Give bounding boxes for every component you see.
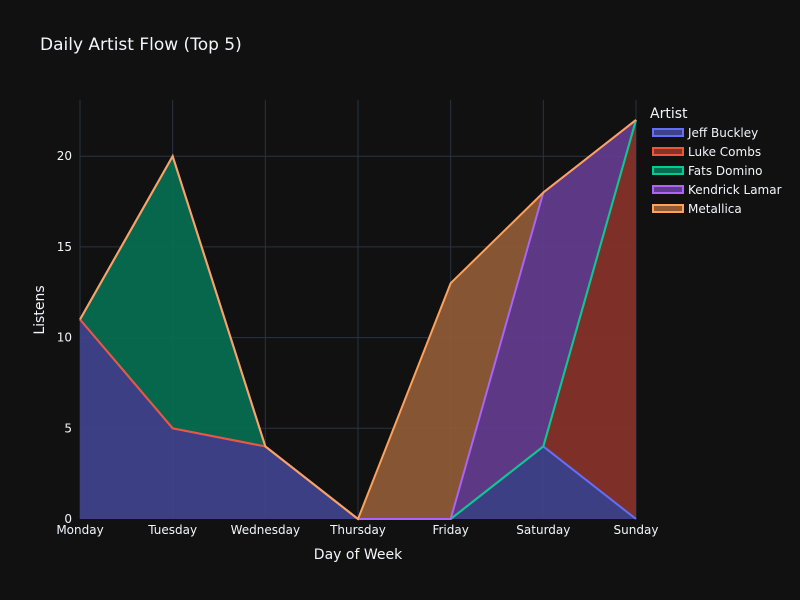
legend-item-jeff-buckley[interactable]: Jeff Buckley (652, 126, 758, 140)
area-kendrick-lamar (80, 119, 636, 519)
y-tick-label: 0 (64, 512, 72, 526)
legend-label: Luke Combs (688, 145, 761, 159)
x-axis-title: Day of Week (314, 547, 403, 563)
legend-item-luke-combs[interactable]: Luke Combs (652, 145, 761, 159)
legend-swatch (652, 185, 684, 194)
areas (80, 119, 636, 519)
legend-item-metallica[interactable]: Metallica (652, 202, 742, 216)
area-jeff-buckley (80, 319, 636, 519)
x-axis-ticks: Monday Tuesday Wednesday Thursday Friday Satu… (56, 523, 658, 537)
x-tick-label: Monday (56, 523, 103, 537)
legend-swatch (652, 166, 684, 175)
area-fats-domino (80, 119, 636, 519)
legend-label: Metallica (688, 202, 742, 216)
y-tick-label: 20 (57, 149, 72, 163)
legend: Artist Jeff Buckley Luke Combs Fats Domino… (650, 106, 782, 216)
legend-swatch (652, 128, 684, 137)
x-tick-label: Friday (432, 523, 468, 537)
legend-swatch (652, 204, 684, 213)
legend-label: Fats Domino (688, 164, 762, 178)
y-axis-ticks: 0 5 10 15 20 (57, 149, 72, 526)
legend-item-kendrick-lamar[interactable]: Kendrick Lamar (652, 183, 782, 197)
x-tick-label: Wednesday (231, 523, 300, 537)
y-tick-label: 5 (64, 421, 72, 435)
legend-label: Jeff Buckley (687, 126, 758, 140)
x-tick-label: Saturday (516, 523, 570, 537)
y-tick-label: 15 (57, 240, 72, 254)
y-axis-title: Listens (32, 285, 48, 334)
legend-swatch (652, 147, 684, 156)
x-tick-label: Sunday (614, 523, 659, 537)
legend-label: Kendrick Lamar (688, 183, 782, 197)
lines (79, 119, 637, 521)
legend-title: Artist (650, 106, 688, 122)
legend-item-fats-domino[interactable]: Fats Domino (652, 164, 762, 178)
chart-title: Daily Artist Flow (Top 5) (40, 35, 242, 55)
line-metallica (79, 119, 637, 521)
x-tick-label: Thursday (329, 523, 386, 537)
y-tick-label: 10 (57, 331, 72, 345)
x-tick-label: Tuesday (147, 523, 197, 537)
